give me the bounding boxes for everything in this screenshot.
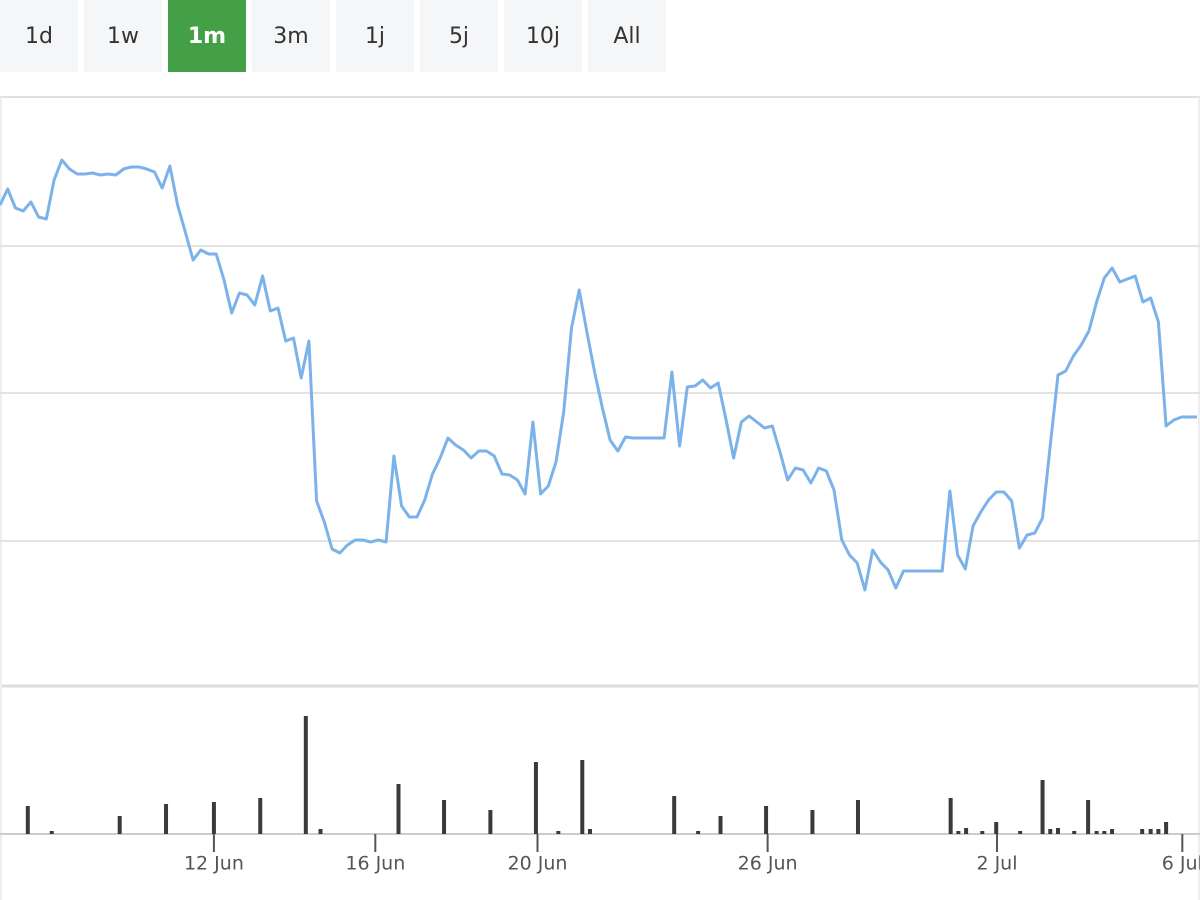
x-tick-label: 16 Jun	[345, 853, 405, 875]
volume-bar	[533, 762, 538, 834]
volume-bar	[318, 829, 323, 834]
range-button[interactable]	[420, 0, 498, 72]
volume-bar	[810, 810, 815, 834]
volume-bar	[1102, 831, 1107, 834]
volume-bar	[556, 831, 561, 834]
range-button-label[interactable]: 1j	[365, 24, 385, 49]
volume-bar	[211, 802, 216, 834]
range-button-label[interactable]: 1w	[107, 24, 139, 49]
volume-bar	[1055, 828, 1060, 834]
volume-bar	[442, 800, 447, 834]
range-button-label[interactable]: 3m	[273, 24, 308, 49]
range-button[interactable]	[252, 0, 330, 72]
volume-bar	[1148, 829, 1153, 834]
volume-bar	[956, 831, 961, 834]
volume-bar	[948, 798, 953, 834]
range-button-label[interactable]: All	[613, 24, 640, 49]
price-line	[0, 158, 1197, 592]
volume-bar	[1072, 831, 1077, 834]
range-button-label[interactable]: 1d	[25, 24, 53, 49]
volume-bar	[994, 822, 999, 834]
volume-bar	[1164, 822, 1169, 834]
range-button[interactable]	[168, 0, 246, 72]
range-button-label[interactable]: 1m	[188, 24, 226, 49]
volume-bar	[764, 806, 769, 834]
volume-bar	[1048, 829, 1053, 834]
volume-bar	[1156, 829, 1161, 834]
range-button[interactable]	[588, 0, 666, 72]
volume-bar	[258, 798, 263, 834]
volume-bar	[718, 816, 723, 834]
range-button[interactable]	[336, 0, 414, 72]
volume-bar	[1040, 780, 1045, 834]
volume-bar	[25, 806, 30, 834]
volume-bar	[980, 831, 985, 834]
x-tick-label: 20 Jun	[508, 853, 568, 875]
range-button[interactable]	[504, 0, 582, 72]
range-button[interactable]	[84, 0, 162, 72]
volume-bar	[164, 804, 169, 834]
x-tick-label: 26 Jun	[738, 853, 798, 875]
volume-bar	[396, 784, 401, 834]
volume-bar	[1110, 829, 1115, 834]
volume-bar	[117, 816, 122, 834]
volume-bar	[303, 716, 308, 834]
range-button-label[interactable]: 5j	[449, 24, 469, 49]
volume-bar	[672, 796, 677, 834]
volume-bar	[49, 831, 54, 834]
x-tick-label: 12 Jun	[184, 853, 244, 875]
volume-bar	[1018, 831, 1023, 834]
volume-bar	[964, 828, 969, 834]
volume-bar	[488, 810, 493, 834]
volume-bar	[696, 831, 701, 834]
volume-bar	[1140, 829, 1145, 834]
x-tick-label: 6 Jul	[1162, 853, 1200, 875]
volume-bar	[1094, 831, 1099, 834]
volume-bar	[855, 800, 860, 834]
volume-bar	[588, 829, 593, 834]
volume-bar	[1086, 800, 1091, 834]
range-button[interactable]	[0, 0, 78, 72]
x-tick-label: 2 Jul	[976, 853, 1017, 875]
volume-bar	[580, 760, 585, 834]
range-button-label[interactable]: 10j	[526, 24, 560, 49]
